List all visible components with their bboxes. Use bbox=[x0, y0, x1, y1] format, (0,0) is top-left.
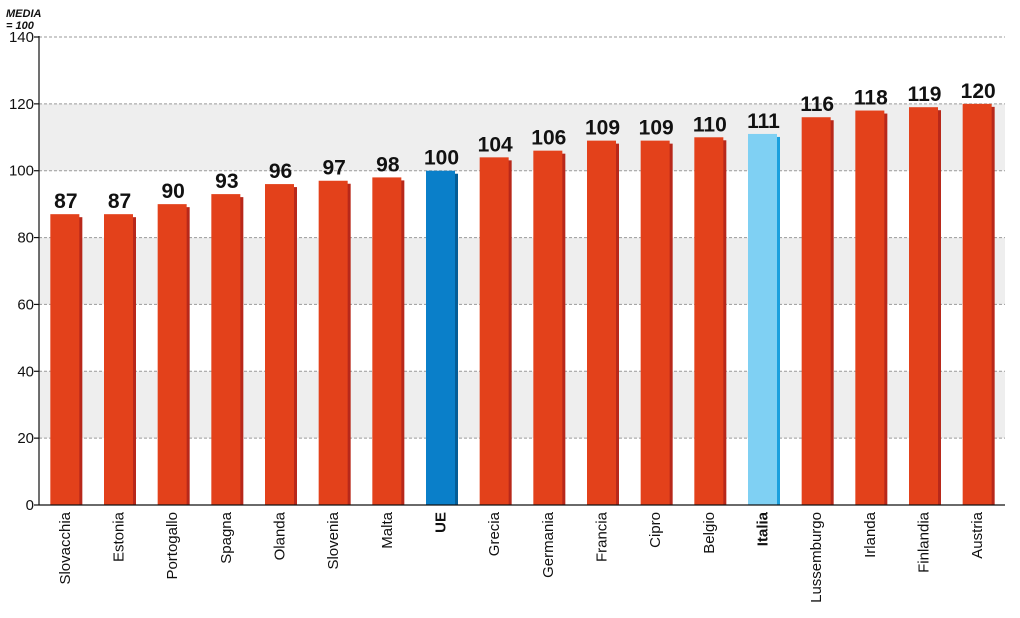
band-20-40 bbox=[39, 371, 1005, 439]
category-labels: Slovacchia Estonia Portogallo Spagna Olanda S… bbox=[57, 511, 986, 603]
band-60-80 bbox=[39, 237, 1005, 305]
bar-italia bbox=[748, 133, 777, 505]
bar-spagna bbox=[211, 194, 241, 505]
category-label: Francia bbox=[594, 511, 611, 562]
bar-cipro bbox=[640, 140, 670, 505]
category-label: Portogallo bbox=[164, 512, 181, 580]
value-label: 116 bbox=[800, 93, 834, 116]
category-label: Spagna bbox=[218, 511, 235, 563]
value-label: 120 bbox=[961, 80, 996, 103]
bar-francia bbox=[587, 140, 616, 505]
y-tick-label: 120 bbox=[9, 96, 34, 113]
y-tick-label: 40 bbox=[17, 363, 34, 380]
category-label: Italia bbox=[755, 511, 772, 546]
value-label: 109 bbox=[585, 117, 620, 140]
category-label: Germania bbox=[540, 511, 557, 578]
gridlines bbox=[39, 36, 1005, 439]
bar-irlanda bbox=[855, 110, 885, 506]
bar-portogallo bbox=[157, 204, 187, 505]
value-label: 111 bbox=[747, 110, 780, 133]
category-label: Finlandia bbox=[916, 511, 933, 573]
bar-grecia bbox=[479, 157, 509, 506]
category-label: Grecia bbox=[486, 511, 503, 556]
bar-slovacchia bbox=[50, 214, 80, 505]
category-label: Cipro bbox=[647, 512, 664, 548]
category-label: Malta bbox=[379, 511, 396, 548]
value-label: 106 bbox=[531, 127, 566, 150]
value-label: 87 bbox=[108, 190, 131, 213]
category-label: Olanda bbox=[272, 511, 289, 560]
value-label: 98 bbox=[376, 153, 400, 176]
y-tick-label: 100 bbox=[9, 163, 34, 180]
value-label: 104 bbox=[478, 133, 513, 156]
y-tick-label: 140 bbox=[9, 29, 34, 46]
category-label: Slovacchia bbox=[57, 511, 74, 584]
background-bands bbox=[39, 103, 1005, 439]
value-label: 100 bbox=[424, 147, 459, 170]
value-label: 96 bbox=[269, 160, 292, 183]
band-100-120 bbox=[39, 103, 1005, 171]
category-label: Lussemburgo bbox=[808, 512, 825, 603]
y-tick-label: 60 bbox=[17, 296, 34, 313]
value-labels: 87 87 90 93 96 97 98 100 104 106 109 109 110 111 116 11… bbox=[54, 80, 996, 213]
bar-finlandia bbox=[909, 107, 938, 505]
unit-label-line1: MEDIA bbox=[6, 8, 42, 20]
bars bbox=[50, 103, 995, 506]
value-label: 118 bbox=[854, 87, 888, 110]
category-label: Belgio bbox=[701, 512, 718, 554]
bar-belgio bbox=[694, 137, 724, 506]
value-label: 93 bbox=[215, 170, 238, 193]
bar-austria bbox=[962, 103, 992, 505]
category-label: Estonia bbox=[111, 511, 128, 562]
category-label: UE bbox=[433, 512, 450, 533]
y-tick-label: 20 bbox=[17, 430, 34, 447]
value-label: 90 bbox=[161, 180, 184, 203]
value-label: 110 bbox=[693, 113, 727, 136]
bar-ue bbox=[426, 170, 455, 505]
bar-malta bbox=[372, 177, 402, 505]
value-label: 119 bbox=[908, 83, 942, 106]
value-label: 109 bbox=[639, 117, 674, 140]
bar-lussemburgo bbox=[801, 117, 831, 505]
y-ticks: 0 20 40 60 80 100 120 140 bbox=[9, 29, 39, 514]
bar-slovenia bbox=[318, 180, 348, 505]
bar-estonia bbox=[104, 214, 133, 505]
category-label: Austria bbox=[969, 511, 986, 558]
value-label: 97 bbox=[322, 157, 345, 180]
bar-olanda bbox=[265, 184, 294, 506]
y-tick-label: 0 bbox=[26, 497, 34, 514]
unit-label-line2: = 100 bbox=[6, 20, 35, 32]
category-label: Slovenia bbox=[325, 511, 342, 569]
bar-germania bbox=[533, 150, 563, 505]
category-label: Irlanda bbox=[862, 511, 879, 558]
y-tick-label: 80 bbox=[17, 230, 34, 247]
value-label: 87 bbox=[54, 190, 77, 213]
